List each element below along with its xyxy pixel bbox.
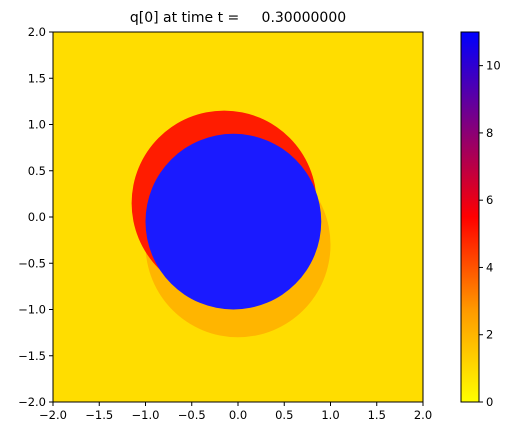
y-tick-label: 2.0 [28, 25, 46, 39]
x-tick-label: 0.5 [275, 408, 293, 422]
x-tick-label: −2.0 [39, 408, 67, 422]
y-tick-label: 1.5 [28, 71, 46, 85]
colorbar-tick-label: 8 [486, 126, 493, 140]
colorbar-tick-label: 6 [486, 193, 493, 207]
y-axis: 2.0 1.5 1.0 0.5 0.0 −0.5 −1.0 −1.5 −2.0 [18, 25, 53, 409]
y-tick-label: 0.0 [28, 210, 46, 224]
y-tick-label: −2.0 [18, 395, 46, 409]
colorbar-tick-label: 4 [486, 260, 493, 274]
x-tick-label: −0.5 [178, 408, 206, 422]
y-tick-label: −0.5 [18, 256, 46, 270]
colorbar-axis: 10 8 6 4 2 0 [479, 59, 501, 409]
y-tick-label: 0.5 [28, 164, 46, 178]
x-tick-label: 1.5 [368, 408, 386, 422]
colorbar-tick-label: 10 [486, 59, 501, 73]
y-tick-label: −1.0 [18, 303, 46, 317]
x-tick-label: −1.0 [132, 408, 160, 422]
x-tick-label: 2.0 [414, 408, 432, 422]
x-tick-label: 0.0 [229, 408, 247, 422]
colorbar-tick-label: 0 [486, 395, 493, 409]
x-tick-label: 1.0 [321, 408, 339, 422]
y-tick-label: 1.0 [28, 118, 46, 132]
core-disk-region [145, 133, 322, 310]
colorbar-tick-label: 2 [486, 328, 493, 342]
chart-title: q[0] at time t = 0.30000000 [130, 10, 346, 26]
colorbar [460, 31, 480, 403]
x-axis: −2.0 −1.5 −1.0 −0.5 0.0 0.5 1.0 1.5 2.0 [39, 402, 432, 422]
plot-area [53, 32, 423, 402]
x-tick-label: −1.5 [85, 408, 113, 422]
y-tick-label: −1.5 [18, 349, 46, 363]
